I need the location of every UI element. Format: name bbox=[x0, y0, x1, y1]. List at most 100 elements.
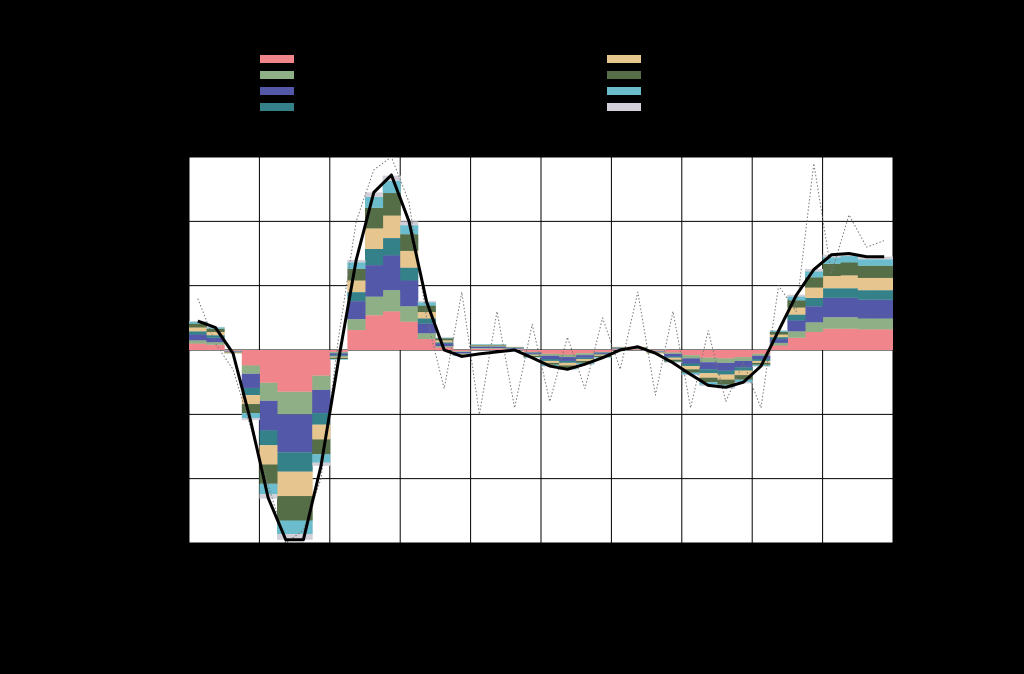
bar-segment bbox=[189, 340, 208, 344]
bar-segment bbox=[840, 275, 859, 289]
bar-segment bbox=[593, 353, 612, 355]
bar-segment bbox=[681, 369, 700, 373]
bar-segment bbox=[822, 257, 841, 264]
bar-segment bbox=[752, 360, 771, 363]
bar-segment bbox=[189, 331, 208, 335]
bar-segment bbox=[470, 344, 489, 346]
bar-segment bbox=[699, 369, 718, 374]
bar-segment bbox=[417, 312, 436, 319]
bar-segment bbox=[805, 277, 824, 288]
bar-segment bbox=[277, 350, 296, 392]
bar-segment bbox=[488, 348, 507, 350]
bar-segment bbox=[505, 347, 524, 349]
bar-segment bbox=[664, 352, 683, 354]
bar-segment bbox=[734, 360, 753, 368]
bar-segment bbox=[576, 355, 595, 358]
bar-segment bbox=[294, 520, 313, 534]
bar-segment bbox=[541, 355, 560, 360]
bar-segment bbox=[717, 350, 736, 359]
legend-swatch bbox=[260, 71, 294, 79]
bar-segment bbox=[470, 348, 489, 350]
bar-segment bbox=[453, 354, 472, 356]
bar-segment bbox=[840, 297, 859, 318]
bar-segment bbox=[312, 413, 331, 425]
bar-segment bbox=[488, 344, 507, 346]
bar-segment bbox=[787, 296, 806, 301]
bar-segment bbox=[717, 362, 736, 371]
bar-segment bbox=[417, 318, 436, 324]
bar-segment bbox=[541, 362, 560, 365]
legend-swatch bbox=[607, 87, 641, 95]
bar-segment bbox=[435, 342, 454, 344]
bar-segment bbox=[541, 353, 560, 356]
bar-segment bbox=[734, 350, 753, 358]
bar-segment bbox=[857, 329, 876, 350]
legend-swatch bbox=[607, 71, 641, 79]
bar-segment bbox=[752, 359, 771, 361]
legend-swatch bbox=[260, 55, 294, 63]
bar-segment bbox=[699, 382, 718, 385]
bar-segment bbox=[365, 196, 384, 208]
bar-segment bbox=[347, 268, 366, 281]
bar-segment bbox=[259, 350, 278, 383]
bar-segment bbox=[787, 337, 806, 350]
bar-segment bbox=[470, 345, 489, 347]
bar-segment bbox=[435, 338, 454, 341]
bar-segment bbox=[840, 288, 859, 298]
bar-segment bbox=[365, 228, 384, 249]
bar-segment bbox=[259, 400, 278, 431]
bar-segment bbox=[488, 345, 507, 347]
bar-segment bbox=[347, 330, 366, 350]
bar-segment bbox=[435, 343, 454, 347]
bar-segment bbox=[664, 357, 683, 360]
bar-segment bbox=[505, 348, 524, 349]
bar-segment bbox=[470, 348, 489, 349]
x-tick-label: 100 bbox=[882, 550, 904, 565]
bar-segment bbox=[681, 363, 700, 367]
bar-segment bbox=[189, 334, 208, 341]
bar-segment bbox=[382, 290, 401, 312]
bar-segment bbox=[752, 350, 771, 354]
bar-segment bbox=[541, 350, 560, 354]
bar-segment bbox=[558, 350, 577, 355]
bar-segment bbox=[611, 348, 630, 349]
bar-segment bbox=[312, 439, 331, 455]
bar-segment bbox=[206, 337, 225, 343]
bar-segment bbox=[593, 352, 612, 354]
bar-segment bbox=[382, 215, 401, 239]
marks bbox=[189, 157, 893, 543]
bar-segment bbox=[734, 370, 753, 376]
bar-segment bbox=[259, 483, 278, 495]
bar-segment bbox=[717, 358, 736, 363]
bar-segment bbox=[453, 353, 472, 355]
x-tick-label: 40 bbox=[463, 550, 477, 565]
bar-segment bbox=[523, 352, 542, 354]
bar-segment bbox=[664, 350, 683, 353]
bar-segment bbox=[277, 391, 296, 415]
bar-segment bbox=[347, 319, 366, 331]
y-tick-label: 1 bbox=[174, 277, 181, 292]
bar-segment bbox=[365, 315, 384, 350]
bar-segment bbox=[488, 348, 507, 349]
bar-segment bbox=[241, 373, 260, 388]
x-tick-label: 30 bbox=[393, 550, 407, 565]
bar-segment bbox=[400, 250, 419, 268]
bar-segment bbox=[312, 375, 331, 390]
x-tick-label: 90 bbox=[815, 550, 829, 565]
y-tick-label: -3 bbox=[169, 534, 181, 549]
bar-segment bbox=[523, 353, 542, 355]
bar-segment bbox=[541, 359, 560, 361]
bar-segment bbox=[857, 265, 876, 278]
bar-segment bbox=[294, 471, 313, 497]
bar-segment bbox=[611, 347, 630, 349]
bar-segment bbox=[206, 335, 225, 338]
bar-segment bbox=[400, 306, 419, 322]
bar-segment bbox=[769, 339, 788, 343]
bar-segment bbox=[787, 314, 806, 321]
bar-segment bbox=[840, 256, 859, 263]
bar-segment bbox=[294, 414, 313, 453]
bar-segment bbox=[277, 496, 296, 521]
bar-segment bbox=[400, 225, 419, 235]
